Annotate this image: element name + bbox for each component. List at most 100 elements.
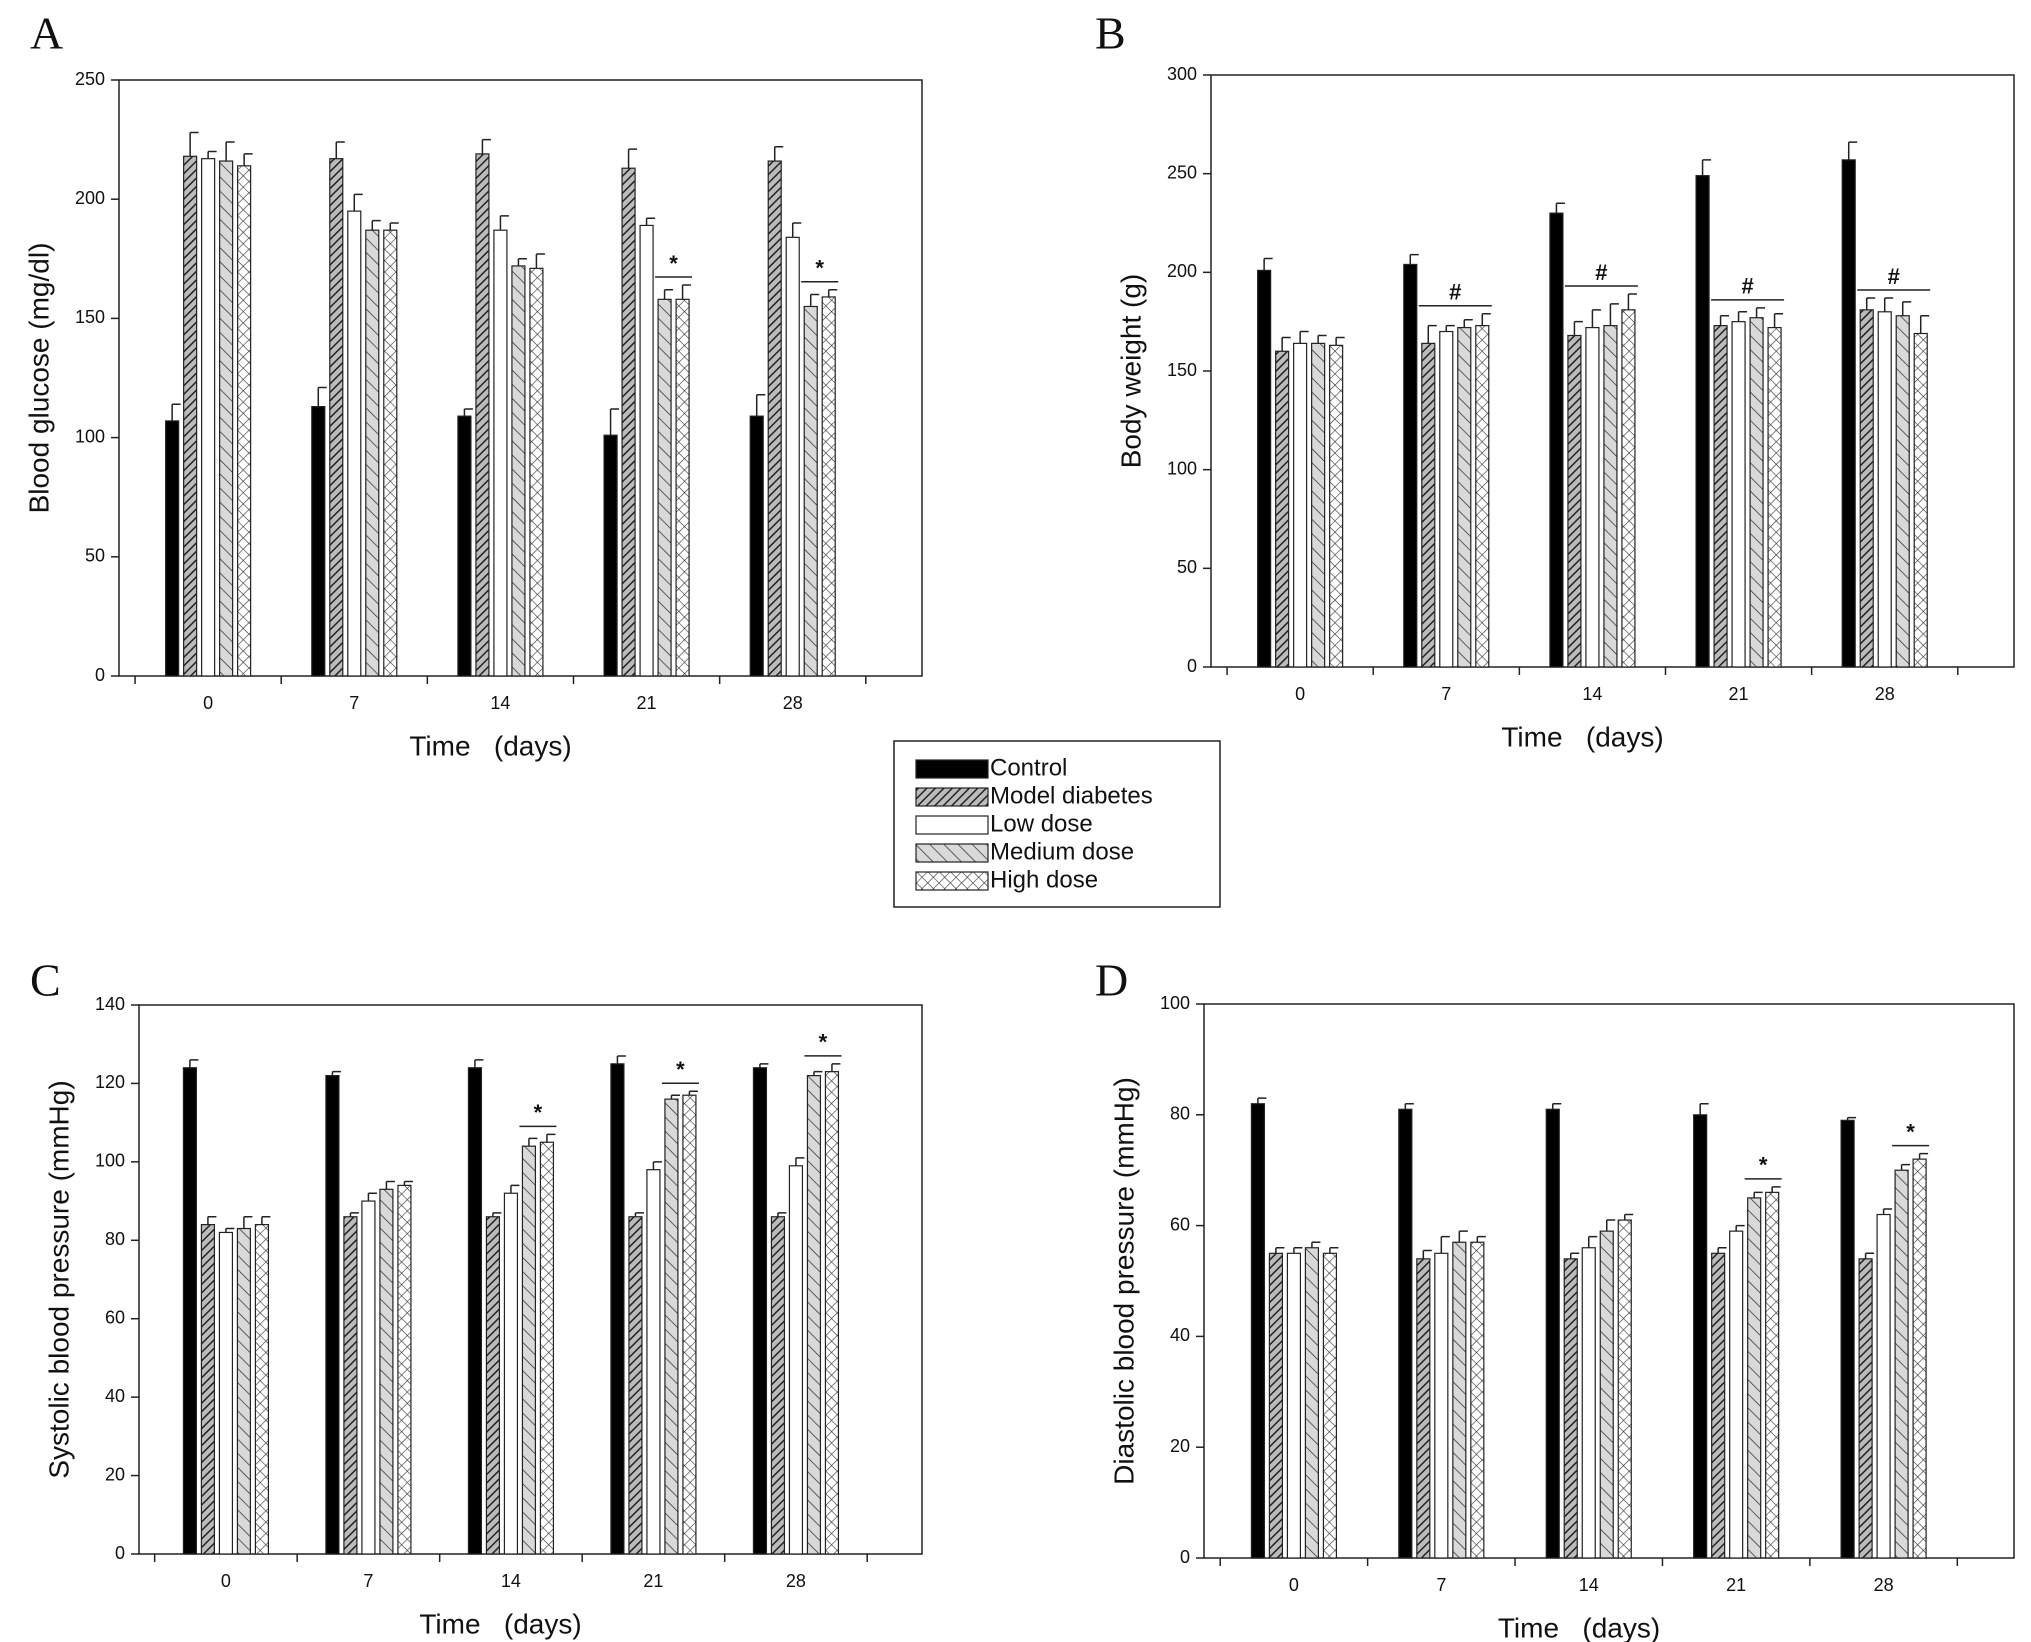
x-tick-label: 0 bbox=[1295, 684, 1305, 704]
error-bar bbox=[1846, 1116, 1857, 1121]
error-bar bbox=[681, 284, 692, 300]
error-bar bbox=[688, 1090, 698, 1096]
error-bar bbox=[1717, 1247, 1727, 1254]
bar bbox=[467, 1067, 483, 1555]
bar bbox=[521, 1145, 537, 1555]
error-bar bbox=[243, 1216, 253, 1229]
bar bbox=[1329, 344, 1344, 668]
error-bar bbox=[1918, 1152, 1929, 1160]
error-bar bbox=[1275, 1247, 1285, 1254]
bar bbox=[1731, 321, 1746, 668]
x-tick-label: 28 bbox=[1874, 1575, 1894, 1595]
error-bar bbox=[1481, 313, 1491, 326]
x-tick-label: 7 bbox=[349, 693, 359, 713]
error-bar bbox=[371, 219, 381, 231]
error-bar bbox=[1299, 330, 1309, 344]
error-bar bbox=[1573, 320, 1583, 336]
error-bar bbox=[1422, 1249, 1432, 1259]
x-tick-label: 28 bbox=[786, 1571, 806, 1591]
bar bbox=[1894, 1169, 1909, 1559]
bar bbox=[219, 160, 234, 677]
error-bar bbox=[367, 1192, 377, 1202]
bar bbox=[1913, 332, 1928, 668]
bar bbox=[1434, 1252, 1449, 1559]
y-tick-label: 60 bbox=[1170, 1214, 1190, 1234]
y-tick-label: 50 bbox=[85, 546, 105, 566]
bar bbox=[610, 1063, 625, 1555]
bar bbox=[1765, 1191, 1780, 1559]
panel-label: B bbox=[1095, 8, 1126, 59]
error-bar bbox=[809, 293, 820, 307]
bar bbox=[365, 229, 380, 677]
error-bar bbox=[759, 1063, 769, 1068]
bar bbox=[1840, 1119, 1855, 1559]
error-bar bbox=[492, 1212, 502, 1217]
error-bar bbox=[670, 1094, 680, 1100]
y-tick-label: 20 bbox=[105, 1464, 125, 1484]
error-bar bbox=[1329, 1247, 1339, 1254]
error-bar bbox=[1864, 1252, 1875, 1259]
bar bbox=[1617, 1219, 1632, 1559]
bar bbox=[767, 160, 782, 677]
error-bar bbox=[652, 1161, 662, 1170]
significance-mark: * bbox=[676, 1057, 685, 1082]
error-bar bbox=[546, 1133, 556, 1143]
bar bbox=[785, 236, 800, 677]
error-bar bbox=[403, 1180, 413, 1186]
bar bbox=[325, 1074, 340, 1555]
bar bbox=[1877, 311, 1892, 668]
legend-label: Low dose bbox=[990, 810, 1093, 837]
panel-label: D bbox=[1095, 955, 1128, 1006]
error-bar bbox=[813, 1070, 823, 1076]
bar bbox=[646, 1169, 661, 1555]
bar bbox=[1257, 269, 1272, 668]
error-bar bbox=[1552, 1102, 1562, 1110]
error-bar bbox=[353, 193, 363, 212]
error-bar bbox=[791, 222, 802, 238]
panel-label: A bbox=[30, 8, 63, 59]
error-bar bbox=[331, 1070, 341, 1076]
bar bbox=[749, 415, 764, 677]
bar bbox=[1545, 1108, 1560, 1559]
error-bar bbox=[1735, 1224, 1745, 1232]
x-axis-title: Time (days) bbox=[409, 730, 571, 761]
y-tick-label: 0 bbox=[1187, 656, 1197, 676]
bar bbox=[1416, 1258, 1431, 1559]
x-tick-label: 0 bbox=[221, 1571, 231, 1591]
error-bar bbox=[1606, 1219, 1616, 1232]
bar bbox=[1581, 1247, 1596, 1559]
error-bar bbox=[207, 1216, 217, 1225]
y-tick-label: 50 bbox=[1177, 557, 1197, 577]
bar bbox=[1286, 1252, 1302, 1559]
significance-mark: # bbox=[1741, 274, 1753, 299]
error-bar bbox=[385, 1180, 395, 1190]
y-tick-label: 300 bbox=[1167, 64, 1197, 84]
x-tick-label: 21 bbox=[1729, 684, 1749, 704]
bar bbox=[657, 298, 672, 677]
error-bar bbox=[827, 289, 838, 297]
error-bar bbox=[1701, 159, 1712, 176]
bar bbox=[603, 434, 618, 677]
bar bbox=[1549, 212, 1564, 668]
y-tick-label: 40 bbox=[105, 1386, 125, 1406]
significance-mark: * bbox=[819, 1030, 828, 1055]
bar bbox=[1563, 1258, 1578, 1559]
error-bar bbox=[1719, 314, 1730, 326]
x-axis-title: Time (days) bbox=[1501, 721, 1663, 752]
error-bar bbox=[1463, 318, 1473, 328]
bar bbox=[539, 1141, 555, 1555]
bar bbox=[1711, 1252, 1726, 1559]
bar bbox=[639, 224, 654, 677]
bar bbox=[1475, 325, 1490, 668]
bar bbox=[237, 165, 252, 677]
error-bar bbox=[616, 1055, 626, 1064]
x-tick-label: 7 bbox=[363, 1571, 373, 1591]
error-bar bbox=[1476, 1235, 1486, 1243]
error-bar bbox=[1591, 309, 1601, 328]
y-tick-label: 200 bbox=[75, 188, 105, 208]
bar bbox=[343, 1216, 358, 1555]
bar bbox=[511, 265, 526, 677]
bar bbox=[1747, 1197, 1762, 1559]
error-bar bbox=[627, 148, 638, 169]
significance-mark: # bbox=[1595, 260, 1607, 285]
